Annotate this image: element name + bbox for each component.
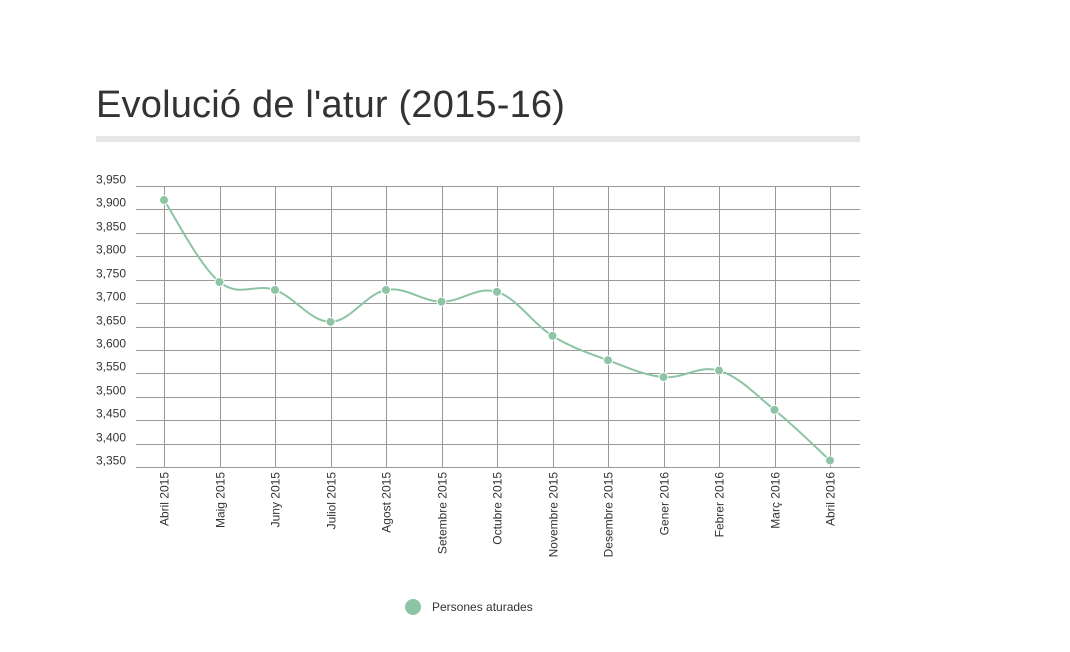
x-tick-label: Novembre 2015 (547, 472, 561, 558)
grid-lines (136, 186, 860, 468)
legend-label: Persones aturades (432, 600, 533, 614)
series-layer (159, 195, 835, 466)
y-axis-tick-labels: 3,950 3,900 3,850 3,800 3,750 3,700 3,650 3,600… (96, 173, 126, 468)
x-tick-label: Juny 2015 (269, 472, 283, 528)
legend-swatch-icon (405, 599, 421, 615)
x-tick-label: Gener 2016 (658, 472, 672, 536)
x-tick-label: Juliol 2015 (325, 472, 339, 530)
y-tick-label: 3,800 (96, 243, 126, 257)
y-tick-label: 3,600 (96, 337, 126, 351)
data-point[interactable] (603, 355, 613, 366)
x-axis-tick-labels: Abril 2015 Maig 2015 Juny 2015 Juliol 2015 A… (158, 472, 838, 558)
x-tick-label: Abril 2016 (824, 472, 838, 526)
data-point[interactable] (436, 296, 447, 307)
data-point[interactable] (825, 455, 835, 466)
x-tick-label: Abril 2015 (158, 472, 172, 526)
data-point[interactable] (214, 277, 225, 288)
legend[interactable]: Persones aturades (405, 599, 533, 615)
chart-title: Evolució de l'atur (2015-16) (96, 84, 566, 126)
y-tick-label: 3,650 (96, 314, 126, 328)
data-point[interactable] (381, 284, 391, 295)
y-tick-label: 3,950 (96, 173, 126, 187)
y-tick-label: 3,900 (96, 196, 126, 210)
y-tick-label: 3,700 (96, 290, 126, 304)
x-tick-label: Agost 2015 (380, 472, 394, 533)
y-tick-label: 3,350 (96, 454, 126, 468)
data-point[interactable] (159, 195, 169, 206)
x-tick-label: Setembre 2015 (436, 472, 450, 554)
x-tick-label: Octubre 2015 (491, 472, 505, 545)
data-point[interactable] (547, 330, 558, 341)
y-tick-label: 3,550 (96, 360, 126, 374)
y-tick-label: 3,450 (96, 407, 126, 421)
data-point[interactable] (658, 372, 669, 383)
y-tick-label: 3,400 (96, 431, 126, 445)
title-divider (96, 136, 860, 142)
y-tick-label: 3,850 (96, 220, 126, 234)
y-tick-label: 3,750 (96, 267, 126, 281)
x-tick-label: Febrer 2016 (713, 472, 727, 538)
x-tick-label: Desembre 2015 (602, 472, 616, 558)
data-point[interactable] (325, 316, 336, 327)
y-tick-label: 3,500 (96, 384, 126, 398)
data-point[interactable] (270, 284, 280, 295)
data-point[interactable] (769, 404, 780, 415)
x-tick-label: Maig 2015 (214, 472, 228, 528)
data-point[interactable] (492, 286, 502, 297)
x-tick-label: Març 2016 (769, 472, 783, 529)
data-point[interactable] (714, 365, 724, 376)
